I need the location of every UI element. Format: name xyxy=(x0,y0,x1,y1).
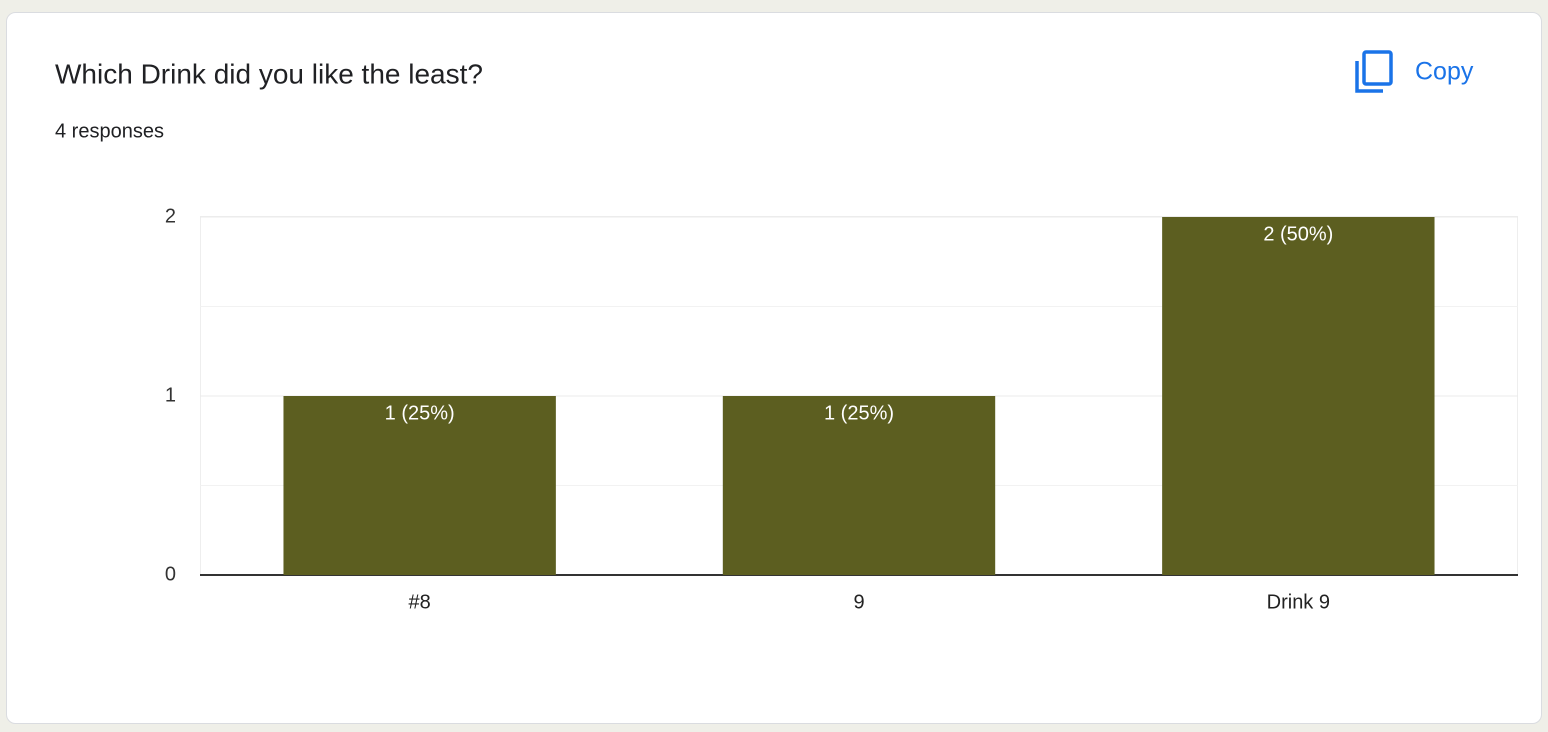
value-label: 2 (50%) xyxy=(1263,223,1333,245)
x-tick-label: Drink 9 xyxy=(1267,591,1330,613)
bar xyxy=(722,396,996,575)
copy-icon xyxy=(1355,50,1393,93)
copy-button[interactable]: Copy xyxy=(1355,50,1474,93)
y-tick-label: 0 xyxy=(165,563,176,585)
value-label: 1 (25%) xyxy=(824,402,894,424)
x-tick-label: #8 xyxy=(409,591,431,613)
responses-count: 4 responses xyxy=(55,120,164,142)
bar xyxy=(283,396,556,575)
chart-title: Which Drink did you like the least? xyxy=(55,58,483,89)
y-tick-label: 1 xyxy=(165,384,176,406)
x-tick-label: 9 xyxy=(853,591,864,613)
copy-label[interactable]: Copy xyxy=(1415,58,1474,86)
y-tick-label: 2 xyxy=(165,205,176,227)
value-label: 1 (25%) xyxy=(385,402,455,424)
bar xyxy=(1162,217,1435,575)
